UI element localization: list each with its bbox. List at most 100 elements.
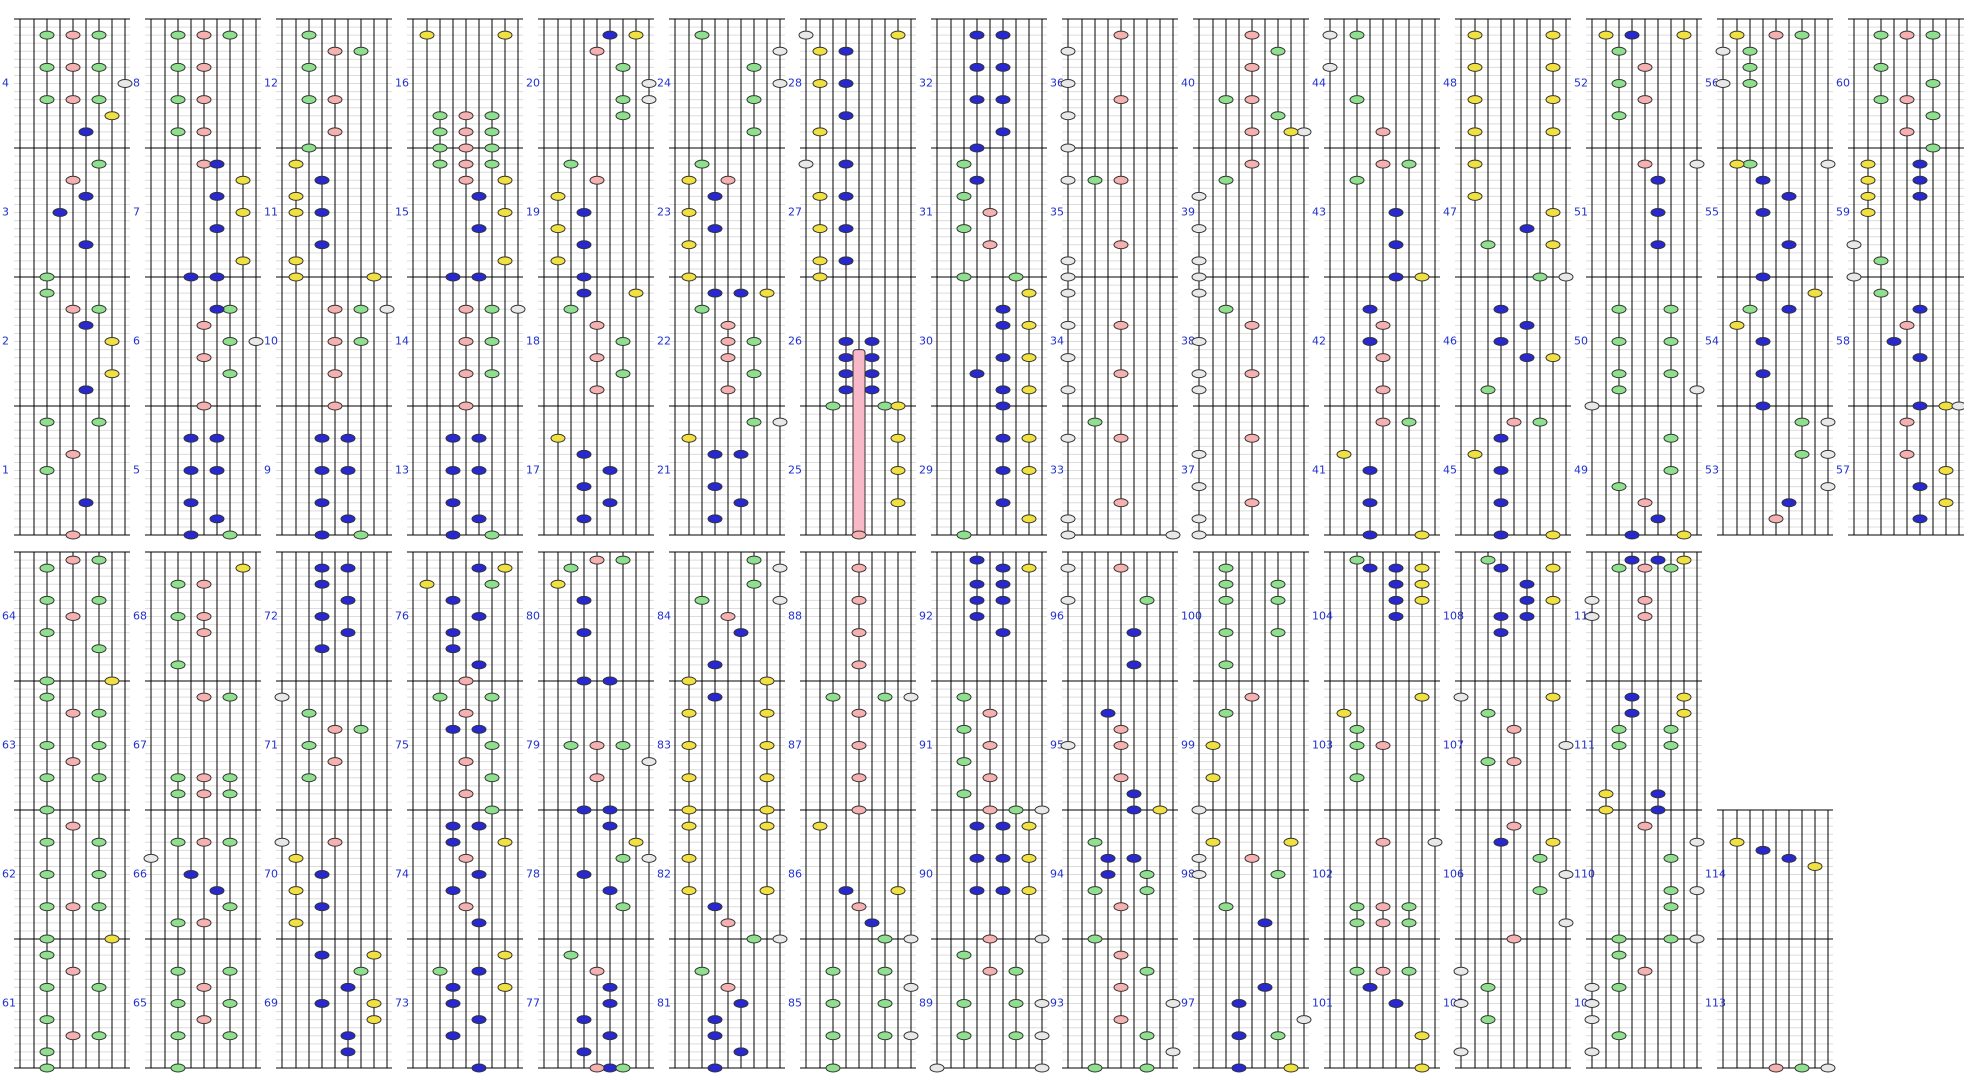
note — [1663, 563, 1679, 573]
note — [1545, 240, 1561, 250]
measure-number: 37 — [1181, 464, 1195, 477]
note — [995, 385, 1011, 395]
note — [183, 466, 199, 475]
measure-number: 10 — [264, 335, 278, 348]
measure: 27 — [788, 147, 916, 278]
measure-number: 111 — [1574, 739, 1595, 752]
note — [602, 999, 618, 1008]
note — [1584, 595, 1600, 605]
note — [170, 127, 186, 137]
note — [170, 918, 186, 928]
note — [471, 966, 487, 976]
note — [366, 1015, 382, 1025]
note — [497, 950, 513, 960]
note — [707, 449, 723, 459]
note — [1637, 95, 1653, 105]
measure-number: 85 — [788, 997, 802, 1010]
note — [366, 950, 382, 960]
note — [720, 982, 736, 992]
note — [1467, 127, 1483, 137]
note — [1532, 417, 1548, 427]
note — [1191, 805, 1207, 815]
note — [838, 79, 854, 88]
note — [1545, 353, 1561, 363]
measure-number: 28 — [788, 77, 802, 90]
measure-number: 89 — [919, 997, 933, 1010]
note — [1322, 30, 1338, 40]
note — [471, 514, 487, 524]
note — [707, 191, 723, 201]
note — [1519, 612, 1535, 621]
note — [1113, 175, 1129, 185]
note — [209, 159, 225, 169]
note — [825, 1063, 841, 1073]
note — [1663, 369, 1679, 379]
note — [484, 143, 500, 153]
note — [1584, 401, 1600, 411]
note — [903, 1031, 919, 1041]
note — [314, 498, 330, 508]
note — [1191, 385, 1207, 395]
note — [838, 224, 854, 234]
note — [1951, 401, 1964, 411]
note — [641, 853, 657, 863]
note — [956, 530, 972, 540]
note — [1021, 433, 1037, 443]
note — [1584, 612, 1600, 621]
note — [1218, 304, 1234, 314]
note — [995, 466, 1011, 475]
note — [798, 159, 814, 169]
note — [1676, 530, 1692, 540]
note — [288, 918, 304, 928]
note — [1349, 773, 1365, 783]
note — [196, 612, 212, 621]
note — [995, 353, 1011, 363]
note — [196, 95, 212, 105]
note — [1545, 692, 1561, 702]
note — [589, 741, 605, 750]
note — [353, 966, 369, 976]
note — [1257, 982, 1273, 992]
measure-number: 78 — [526, 868, 540, 881]
measure: 72 — [264, 551, 392, 682]
note — [1126, 660, 1142, 670]
note — [1060, 741, 1076, 750]
measure: 37 — [1181, 405, 1309, 536]
note — [825, 966, 841, 976]
measure-number: 75 — [395, 739, 409, 752]
note — [812, 79, 828, 88]
note — [458, 369, 474, 379]
measure-number: 90 — [919, 868, 933, 881]
note — [890, 401, 906, 411]
note — [1401, 966, 1417, 976]
measure-number: 46 — [1443, 335, 1457, 348]
note — [196, 62, 212, 72]
note — [445, 999, 461, 1008]
note — [432, 143, 448, 153]
note — [1715, 46, 1731, 56]
note — [1925, 30, 1941, 40]
note — [1021, 353, 1037, 363]
note — [1624, 555, 1640, 565]
note — [1113, 433, 1129, 443]
note — [510, 304, 526, 314]
note — [877, 401, 893, 411]
note — [733, 288, 749, 298]
measure: 112 — [1574, 551, 1702, 682]
measure: 12 — [264, 18, 392, 149]
note — [1584, 1047, 1600, 1057]
note — [1375, 353, 1391, 363]
note — [1624, 30, 1640, 40]
note — [1584, 1015, 1600, 1025]
note — [1414, 563, 1430, 573]
note — [589, 966, 605, 976]
note — [995, 95, 1011, 105]
measure-number: 48 — [1443, 77, 1457, 90]
measure: 24 — [657, 18, 785, 149]
note — [1008, 966, 1024, 976]
note — [471, 724, 487, 734]
note — [602, 805, 618, 815]
measure: 42 — [1312, 276, 1440, 407]
note — [104, 111, 120, 121]
note — [314, 999, 330, 1008]
